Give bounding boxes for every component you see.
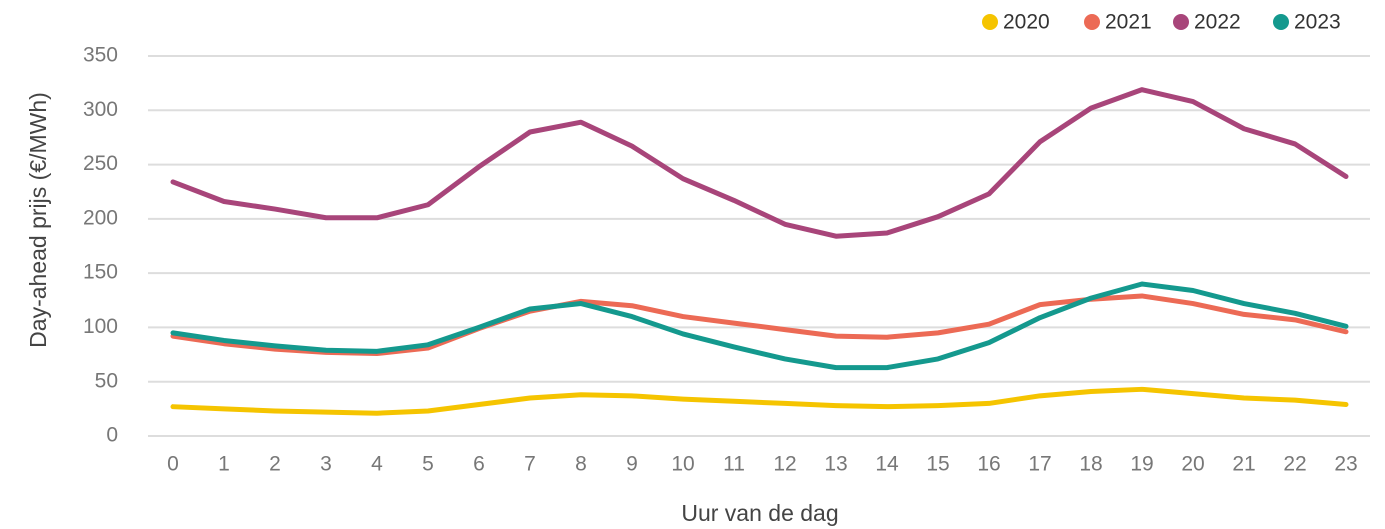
x-tick-label: 11 bbox=[723, 453, 745, 476]
legend-marker bbox=[982, 14, 998, 30]
x-tick-label: 2 bbox=[269, 453, 281, 476]
x-tick-label: 13 bbox=[824, 453, 847, 476]
x-tick-label: 9 bbox=[626, 453, 638, 476]
y-tick-label: 150 bbox=[83, 261, 118, 284]
y-tick-label: 300 bbox=[83, 98, 118, 121]
line-series bbox=[170, 281, 1349, 371]
y-axis-label: Day-ahead prijs (€/MWh) bbox=[25, 92, 51, 348]
line-series bbox=[170, 87, 1349, 239]
x-tick-label: 3 bbox=[320, 453, 332, 476]
line-series bbox=[170, 293, 1349, 356]
legend-marker bbox=[1273, 14, 1289, 30]
x-tick-label: 5 bbox=[422, 453, 434, 476]
legend-marker bbox=[1084, 14, 1100, 30]
x-tick-label: 6 bbox=[473, 453, 485, 476]
x-tick-label: 0 bbox=[167, 453, 179, 476]
x-tick-label: 21 bbox=[1232, 453, 1255, 476]
y-tick-label: 100 bbox=[83, 315, 118, 338]
x-tick-label: 10 bbox=[671, 453, 694, 476]
x-axis-label: Uur van de dag bbox=[681, 500, 838, 526]
y-tick-label: 200 bbox=[83, 206, 118, 229]
x-tick-label: 14 bbox=[875, 453, 899, 476]
x-tick-label: 12 bbox=[773, 453, 796, 476]
x-tick-label: 18 bbox=[1079, 453, 1102, 476]
y-tick-label: 50 bbox=[95, 369, 118, 392]
x-tick-label: 22 bbox=[1283, 453, 1306, 476]
x-tick-label: 17 bbox=[1028, 453, 1051, 476]
x-tick-label: 15 bbox=[926, 453, 949, 476]
legend-label: 2020 bbox=[1003, 11, 1050, 34]
legend-label: 2022 bbox=[1194, 11, 1241, 34]
x-tick-label: 4 bbox=[371, 453, 383, 476]
legend-marker bbox=[1173, 14, 1189, 30]
x-tick-label: 1 bbox=[218, 453, 230, 476]
x-tick-label: 16 bbox=[977, 453, 1000, 476]
legend-label: 2021 bbox=[1105, 11, 1152, 34]
x-tick-label: 20 bbox=[1181, 453, 1204, 476]
y-tick-label: 250 bbox=[83, 152, 118, 175]
y-tick-label: 0 bbox=[106, 424, 118, 447]
y-tick-label: 350 bbox=[83, 44, 118, 67]
x-tick-label: 23 bbox=[1334, 453, 1357, 476]
x-tick-label: 7 bbox=[524, 453, 536, 476]
x-tick-label: 8 bbox=[575, 453, 587, 476]
x-tick-label: 19 bbox=[1130, 453, 1153, 476]
line-series bbox=[170, 386, 1349, 416]
legend-label: 2023 bbox=[1294, 11, 1341, 34]
